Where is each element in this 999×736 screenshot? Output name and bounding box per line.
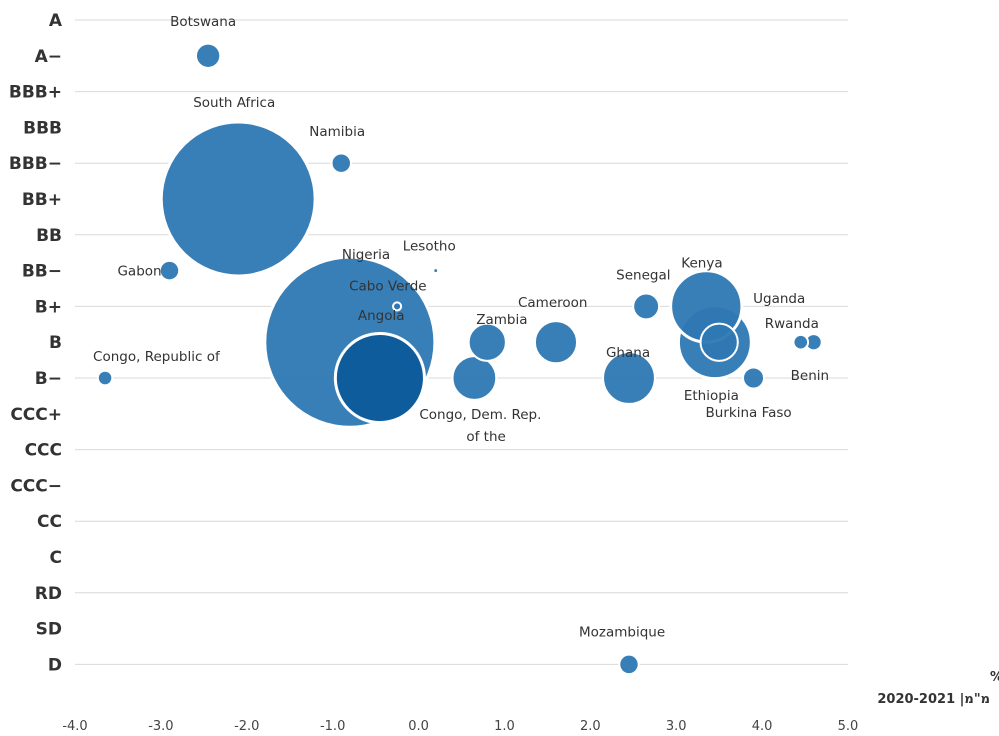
bubble-label-cameroon: Cameroon (518, 295, 587, 311)
y-tick-label: BB+ (22, 190, 62, 210)
bubble-zambia (467, 322, 507, 362)
bubble-labels: Botswana South Africa Namibia Gabon Nigeria L… (93, 14, 829, 641)
bubble-label-congo-dem-rep-of-the: Congo, Dem. Rep. of the (419, 407, 541, 445)
y-tick-label: CCC (25, 441, 62, 461)
y-tick-label: A (49, 11, 63, 31)
y-tick-label: B (49, 333, 62, 353)
y-tick-label: BB− (22, 262, 62, 282)
x-tick-label: -2.0 (234, 719, 259, 734)
bubble-uganda (699, 322, 739, 362)
bubble-senegal (632, 292, 661, 321)
bubble-cameroon (533, 320, 579, 365)
bubble-rwanda (792, 333, 810, 351)
bubble-burkina-faso (741, 366, 766, 390)
y-tick-label: A− (35, 47, 62, 67)
y-axis-rating-labels: AA−BBB+BBBBBB−BB+BBBB−B+BB−CCC+CCCCCC−CC… (9, 11, 63, 675)
y-tick-label: BBB (23, 118, 62, 138)
bubble-label-south-africa: South Africa (193, 95, 275, 111)
bubble-label-cabo-verde: Cabo Verde (349, 278, 427, 294)
x-tick-label: 1.0 (494, 719, 515, 734)
bubbles (96, 42, 823, 676)
bubble-label-botswana: Botswana (170, 14, 236, 30)
bubble-gabon (158, 259, 181, 282)
bubble-angola (333, 331, 426, 425)
x-axis-title-line-2: 2020-2021 |מ"מ (877, 692, 990, 707)
x-tick-label: 3.0 (666, 719, 687, 734)
x-tick-label: -4.0 (62, 719, 87, 734)
y-tick-label: CC (37, 512, 62, 532)
bubble-label-ghana: Ghana (606, 345, 650, 361)
bubble-label-zambia: Zambia (476, 312, 527, 328)
bubble-label-rwanda: Rwanda (765, 316, 819, 332)
y-tick-label: SD (36, 620, 62, 640)
bubble-label-congo-republic-of: Congo, Republic of (93, 349, 221, 365)
bubble-congo-republic-of (96, 369, 114, 387)
bubble-botswana (194, 42, 222, 69)
bubble-congo-dem-rep-of-the (451, 355, 498, 401)
y-tick-label: CCC+ (10, 405, 62, 425)
y-tick-label: B− (35, 369, 62, 389)
bubble-label-senegal: Senegal (616, 267, 670, 283)
y-tick-label: D (48, 655, 62, 675)
x-tick-label: -3.0 (148, 719, 173, 734)
y-tick-label: BBB+ (9, 83, 62, 103)
bubble-label-nigeria: Nigeria (342, 247, 390, 263)
y-tick-label: BBB− (9, 154, 62, 174)
bubble-label-namibia: Namibia (309, 124, 365, 140)
y-tick-label: CCC− (10, 476, 62, 496)
bubble-label-burkina-faso: Burkina Faso (706, 405, 792, 421)
bubble-label-benin: Benin (791, 368, 829, 384)
y-tick-label: C (50, 548, 62, 568)
x-tick-label: 2.0 (580, 719, 601, 734)
bubble-label-mozambique: Mozambique (579, 624, 665, 640)
bubble-namibia (330, 152, 352, 174)
bubble-label-uganda: Uganda (753, 291, 805, 307)
bubble-ghana (602, 351, 656, 405)
x-tick-label: 4.0 (752, 719, 773, 734)
bubble-mozambique (618, 653, 640, 676)
x-tick-label: -1.0 (320, 719, 345, 734)
x-tick-label: 0.0 (408, 719, 429, 734)
bubble-label-angola: Angola (358, 308, 405, 324)
x-axis-title-line-1: צמיחה שנתית % (990, 670, 999, 685)
y-tick-label: B+ (35, 297, 62, 317)
y-tick-label: BB (36, 226, 62, 246)
bubble-lesotho (432, 267, 440, 275)
y-tick-label: RD (35, 584, 62, 604)
bubble-cabo-verde (392, 301, 403, 312)
bubble-label-ethiopia: Ethiopia (684, 388, 739, 404)
x-tick-label: 5.0 (838, 719, 859, 734)
bubble-south-africa (159, 120, 317, 278)
bubble-label-kenya: Kenya (681, 255, 722, 271)
bubble-label-lesotho: Lesotho (403, 239, 456, 255)
x-axis-tick-labels: -4.0 -3.0 -2.0 -1.0 0.0 1.0 2.0 3.0 4.0 5.0 (62, 719, 858, 734)
bubble-label-gabon: Gabon (117, 264, 161, 280)
x-axis-title: צמיחה שנתית % 2020-2021 |מ"מ (877, 670, 999, 707)
